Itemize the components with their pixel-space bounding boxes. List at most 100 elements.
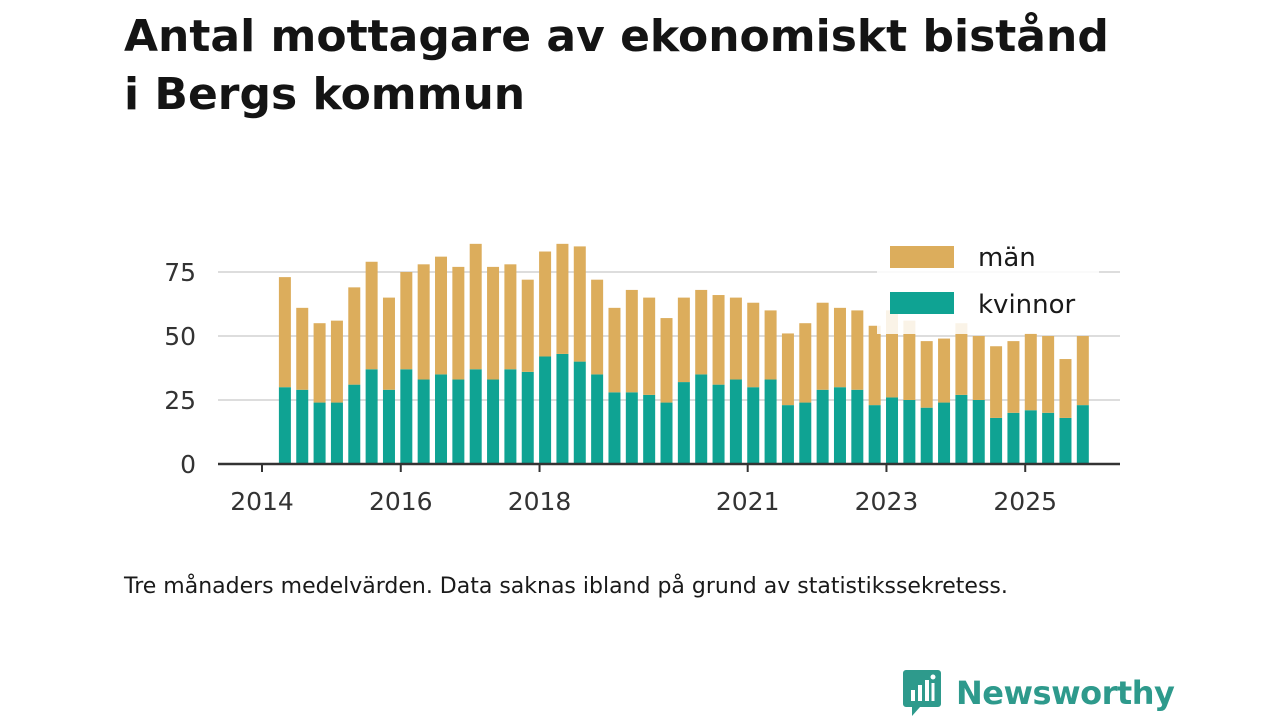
bar-man-23 xyxy=(677,297,690,383)
bar-kvinnor-37 xyxy=(920,407,933,464)
bar-kvinnor-31 xyxy=(816,389,829,464)
bar-kvinnor-14 xyxy=(521,371,534,464)
bar-man-28 xyxy=(764,310,777,380)
bar-kvinnor-32 xyxy=(833,387,846,464)
bar-kvinnor-27 xyxy=(747,387,760,464)
bar-man-11 xyxy=(469,243,482,370)
x-tick-label: 2023 xyxy=(855,487,919,516)
brand: Newsworthy xyxy=(902,668,1175,718)
bar-man-38 xyxy=(938,338,951,403)
bar-man-14 xyxy=(521,279,534,372)
bar-man-30 xyxy=(799,323,812,403)
bar-man-31 xyxy=(816,302,829,390)
brand-name: Newsworthy xyxy=(956,674,1175,712)
bar-kvinnor-18 xyxy=(591,374,604,464)
bar-kvinnor-44 xyxy=(1042,412,1055,464)
bar-kvinnor-11 xyxy=(469,369,482,464)
bar-man-40 xyxy=(972,336,985,400)
bar-man-13 xyxy=(504,264,517,370)
legend-label-man: män xyxy=(978,243,1036,273)
bar-man-24 xyxy=(695,289,708,375)
bar-kvinnor-34 xyxy=(868,405,881,464)
x-tick-label: 2018 xyxy=(508,487,572,516)
bar-man-34 xyxy=(868,325,881,406)
bar-kvinnor-3 xyxy=(330,402,343,464)
bar-kvinnor-16 xyxy=(556,353,569,464)
bar-man-41 xyxy=(990,346,1003,418)
bars xyxy=(278,243,1089,464)
bar-man-32 xyxy=(833,307,846,388)
bar-kvinnor-9 xyxy=(435,374,448,464)
bar-kvinnor-6 xyxy=(382,389,395,464)
bar-man-1 xyxy=(296,307,309,390)
bar-kvinnor-28 xyxy=(764,379,777,464)
bar-kvinnor-26 xyxy=(729,379,742,464)
bar-kvinnor-17 xyxy=(573,361,586,464)
chart-title: Antal mottagare av ekonomiskt bistånd i … xyxy=(124,8,1184,124)
bar-man-6 xyxy=(382,297,395,390)
bar-man-2 xyxy=(313,323,326,403)
bar-man-27 xyxy=(747,302,760,388)
bar-man-3 xyxy=(330,320,343,403)
bar-kvinnor-33 xyxy=(851,389,864,464)
legend-swatch-man xyxy=(890,246,954,268)
bar-man-17 xyxy=(573,246,586,362)
bar-kvinnor-45 xyxy=(1059,417,1072,464)
bar-kvinnor-15 xyxy=(539,356,552,464)
bar-kvinnor-46 xyxy=(1076,405,1089,464)
bar-man-19 xyxy=(608,307,621,393)
bar-man-46 xyxy=(1076,336,1089,406)
bar-kvinnor-7 xyxy=(400,369,413,464)
axes: 0 25 50 75 2014 2016 2018 2021 2023 2025 xyxy=(164,258,1120,516)
bar-man-45 xyxy=(1059,359,1072,418)
bar-man-21 xyxy=(643,297,656,395)
x-tick-label: 2016 xyxy=(369,487,433,516)
bar-kvinnor-29 xyxy=(781,405,794,464)
bar-kvinnor-21 xyxy=(643,394,656,464)
bar-man-36 xyxy=(903,320,916,400)
bar-kvinnor-12 xyxy=(487,379,500,464)
x-tick-label: 2021 xyxy=(716,487,780,516)
bar-man-8 xyxy=(417,264,430,380)
bar-kvinnor-5 xyxy=(365,369,378,464)
bar-kvinnor-1 xyxy=(296,389,309,464)
y-tick-label: 25 xyxy=(164,386,196,415)
bar-kvinnor-36 xyxy=(903,400,916,464)
bar-man-5 xyxy=(365,261,378,370)
y-tick-label: 0 xyxy=(180,450,196,479)
bar-man-29 xyxy=(781,333,794,406)
newsworthy-logo-icon xyxy=(903,670,941,716)
stacked-bar-chart: 0 25 50 75 2014 2016 2018 2021 2023 2025 män kvin… xyxy=(164,238,1120,516)
bar-kvinnor-8 xyxy=(417,379,430,464)
legend-label-kvinnor: kvinnor xyxy=(978,290,1076,320)
bar-man-18 xyxy=(591,279,604,375)
bar-man-39 xyxy=(955,323,968,395)
bar-kvinnor-23 xyxy=(677,382,690,464)
chart-title-line-1: Antal mottagare av ekonomiskt bistånd xyxy=(124,11,1109,62)
bar-man-16 xyxy=(556,243,569,354)
legend: män kvinnor xyxy=(877,238,1099,334)
bar-man-0 xyxy=(278,277,291,388)
bar-man-15 xyxy=(539,251,552,357)
legend-swatch-kvinnor xyxy=(890,292,954,314)
bar-kvinnor-24 xyxy=(695,374,708,464)
bar-man-42 xyxy=(1007,341,1020,413)
bar-man-20 xyxy=(625,289,638,393)
bar-kvinnor-25 xyxy=(712,384,725,464)
bar-man-44 xyxy=(1042,336,1055,413)
bar-man-25 xyxy=(712,295,725,385)
bar-man-7 xyxy=(400,272,413,370)
chart-caption: Tre månaders medelvärden. Data saknas ib… xyxy=(124,574,1008,599)
bar-kvinnor-22 xyxy=(660,402,673,464)
bar-man-4 xyxy=(348,287,361,385)
x-tick-label: 2014 xyxy=(230,487,294,516)
bar-man-9 xyxy=(435,256,448,375)
y-tick-label: 75 xyxy=(164,258,196,287)
bar-man-26 xyxy=(729,297,742,380)
bar-man-37 xyxy=(920,341,933,408)
bar-kvinnor-38 xyxy=(938,402,951,464)
bar-man-12 xyxy=(487,266,500,380)
bar-man-43 xyxy=(1024,333,1037,411)
bar-kvinnor-41 xyxy=(990,417,1003,464)
bar-kvinnor-42 xyxy=(1007,412,1020,464)
